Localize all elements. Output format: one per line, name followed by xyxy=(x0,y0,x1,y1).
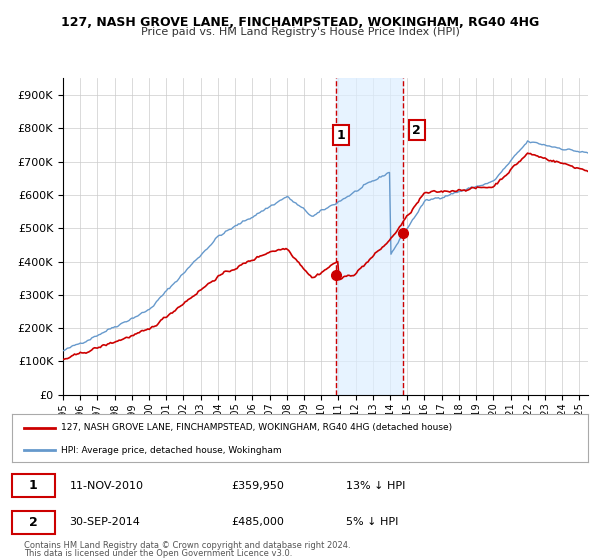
FancyBboxPatch shape xyxy=(12,511,55,534)
Text: Price paid vs. HM Land Registry's House Price Index (HPI): Price paid vs. HM Land Registry's House … xyxy=(140,27,460,37)
Text: £359,950: £359,950 xyxy=(231,481,284,491)
Text: 30-SEP-2014: 30-SEP-2014 xyxy=(70,517,140,527)
FancyBboxPatch shape xyxy=(12,474,55,497)
Text: This data is licensed under the Open Government Licence v3.0.: This data is licensed under the Open Gov… xyxy=(24,549,292,558)
Text: 2: 2 xyxy=(412,124,421,137)
Text: 2: 2 xyxy=(29,516,38,529)
Bar xyxy=(336,78,403,395)
Text: 127, NASH GROVE LANE, FINCHAMPSTEAD, WOKINGHAM, RG40 4HG: 127, NASH GROVE LANE, FINCHAMPSTEAD, WOK… xyxy=(61,16,539,29)
Text: 127, NASH GROVE LANE, FINCHAMPSTEAD, WOKINGHAM, RG40 4HG (detached house): 127, NASH GROVE LANE, FINCHAMPSTEAD, WOK… xyxy=(61,423,452,432)
Text: £485,000: £485,000 xyxy=(231,517,284,527)
Text: 1: 1 xyxy=(29,479,38,492)
Text: 1: 1 xyxy=(337,129,346,142)
Text: 13% ↓ HPI: 13% ↓ HPI xyxy=(346,481,406,491)
Text: Contains HM Land Registry data © Crown copyright and database right 2024.: Contains HM Land Registry data © Crown c… xyxy=(24,541,350,550)
Text: 5% ↓ HPI: 5% ↓ HPI xyxy=(346,517,398,527)
Text: HPI: Average price, detached house, Wokingham: HPI: Average price, detached house, Woki… xyxy=(61,446,281,455)
Text: 11-NOV-2010: 11-NOV-2010 xyxy=(70,481,143,491)
